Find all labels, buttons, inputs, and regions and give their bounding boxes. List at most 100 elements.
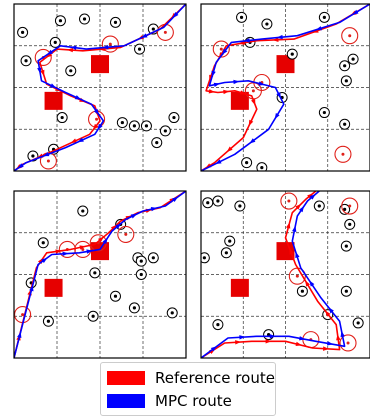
mpc-route-arrow	[70, 45, 77, 50]
mpc-route-arrow	[97, 123, 103, 131]
mpc-route-arrow	[299, 336, 306, 341]
panel-content	[201, 191, 370, 358]
target-box	[230, 91, 249, 110]
obstacle-dot	[343, 207, 347, 211]
obstacle-dot	[322, 15, 326, 19]
mpc-route-arrow	[258, 81, 265, 86]
obstacle-dot	[46, 319, 51, 323]
obstacle-dot	[31, 154, 35, 158]
obstacle-dot	[348, 222, 352, 226]
waypoint-circle	[280, 192, 298, 210]
mpc-route-arrow	[77, 137, 84, 143]
obstacle-dot	[132, 306, 136, 310]
mpc-route-arrow	[215, 159, 222, 165]
panel-top-right	[200, 3, 370, 172]
reference-route-arrow	[223, 89, 230, 95]
mpc-route-arrow	[328, 307, 334, 314]
obstacle-dot	[265, 22, 269, 26]
obstacle-dot	[260, 166, 264, 170]
reference-route-arrow	[226, 146, 233, 153]
panel-content	[14, 4, 186, 171]
mpc-route-arrow	[74, 95, 82, 100]
obstacle-dot	[91, 314, 95, 318]
waypoint-dot	[348, 204, 352, 208]
legend-label-mpc: MPC route	[155, 392, 232, 410]
obstacle-dot	[344, 289, 348, 293]
obstacle-dot	[172, 115, 176, 120]
panel-bottom-left	[13, 190, 187, 359]
waypoint-dot	[348, 34, 352, 38]
obstacle-dot	[245, 161, 249, 165]
waypoint-dot	[108, 42, 112, 46]
mpc-route-arrow	[115, 223, 122, 229]
obstacle-dot	[69, 69, 73, 73]
mpc-route-arrow	[130, 213, 138, 219]
waypoint-circle	[117, 225, 135, 243]
target-box	[276, 242, 295, 261]
panel-frame	[200, 190, 370, 359]
waypoint-circle	[74, 240, 92, 258]
reference-route-arrow	[110, 224, 117, 231]
waypoint-circle	[34, 48, 52, 66]
mpc-route-arrow	[298, 206, 305, 213]
obstacle-dot	[317, 204, 321, 208]
mpc-route-arrow	[276, 34, 283, 40]
mpc-route-arrow	[340, 330, 345, 338]
mpc-route-arrow	[326, 341, 334, 346]
reference-route-arrow	[251, 98, 256, 106]
mpc-route-arrow	[102, 237, 108, 245]
legend-swatch-mpc	[107, 394, 145, 408]
mpc-route-line	[201, 191, 346, 358]
mpc-route-arrow	[37, 67, 42, 74]
reference-route-arrow	[248, 119, 254, 127]
obstacle-dot	[41, 241, 45, 245]
obstacle-dot	[137, 47, 142, 51]
mpc-route-arrow	[171, 196, 179, 203]
obstacle-dot	[216, 199, 220, 203]
reference-route-arrow	[285, 222, 291, 229]
reference-route-arrow	[70, 138, 77, 144]
obstacle-dot	[343, 122, 347, 126]
panel-bottom-right	[200, 190, 370, 359]
obstacle-dot	[267, 333, 271, 337]
reference-route-arrow	[235, 340, 242, 345]
legend-item-reference: Reference route	[107, 367, 275, 389]
reference-route-arrow	[295, 341, 302, 347]
obstacle-dot	[113, 20, 118, 24]
legend-swatch-reference	[107, 371, 145, 385]
waypoint-dot	[81, 247, 85, 251]
mpc-route-arrow	[309, 194, 316, 200]
legend-item-mpc: MPC route	[107, 390, 232, 412]
panel-content	[201, 4, 370, 171]
obstacle-dot	[24, 59, 28, 63]
mpc-route-arrow	[213, 82, 221, 87]
mpc-route-arrow	[46, 49, 54, 55]
mpc-route-arrow	[93, 108, 100, 115]
obstacle-dot	[144, 124, 149, 128]
mpc-route-arrow	[86, 249, 93, 254]
mpc-route-arrow	[49, 83, 57, 89]
target-box	[91, 55, 109, 74]
obstacle-dot	[132, 124, 136, 128]
obstacle-dot	[344, 79, 348, 83]
panel-top-left	[13, 3, 187, 172]
waypoint-dot	[346, 341, 350, 345]
waypoint-circle	[339, 334, 357, 352]
mpc-route-arrow	[269, 334, 276, 339]
obstacle-dot	[202, 256, 206, 260]
reference-route-arrow	[265, 339, 272, 344]
obstacle-dot	[151, 256, 155, 260]
mpc-route-arrow	[315, 26, 323, 31]
legend: Reference route MPC route	[100, 362, 276, 416]
obstacle-dot	[300, 289, 304, 293]
obstacle-dot	[228, 239, 232, 243]
reference-route-arrow	[295, 203, 302, 210]
obstacle-dot	[81, 209, 85, 213]
reference-route-arrow	[55, 249, 62, 254]
mpc-route-arrow	[150, 207, 158, 212]
waypoint-circle	[101, 35, 119, 53]
obstacle-dot	[58, 19, 63, 23]
mpc-route-arrow	[295, 251, 300, 259]
mpc-route-arrow	[239, 335, 246, 340]
reference-route-arrow	[307, 193, 314, 199]
